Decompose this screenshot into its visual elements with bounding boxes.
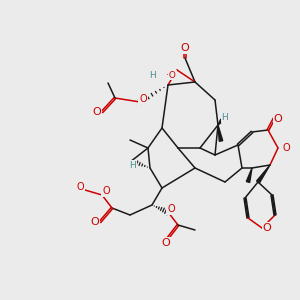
Text: O: O [274,114,282,124]
Polygon shape [218,119,223,125]
Text: O: O [181,43,189,53]
Text: O: O [139,94,147,104]
Text: O: O [76,182,84,192]
Text: O: O [167,204,175,214]
Text: H: H [149,70,156,80]
Text: O: O [93,107,101,117]
Polygon shape [256,165,270,183]
Text: O: O [162,238,170,248]
Text: H: H [222,113,228,122]
Text: O: O [282,143,290,153]
Polygon shape [218,125,223,141]
Text: O: O [102,186,110,196]
Text: ·O: ·O [166,70,176,80]
Text: O: O [262,223,272,233]
Text: O: O [91,217,99,227]
Polygon shape [246,168,252,182]
Text: H: H [130,160,136,169]
